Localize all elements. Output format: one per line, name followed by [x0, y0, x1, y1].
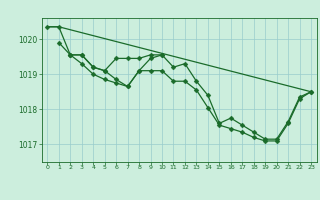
- Text: Graphe pression niveau de la mer (hPa): Graphe pression niveau de la mer (hPa): [59, 182, 261, 192]
